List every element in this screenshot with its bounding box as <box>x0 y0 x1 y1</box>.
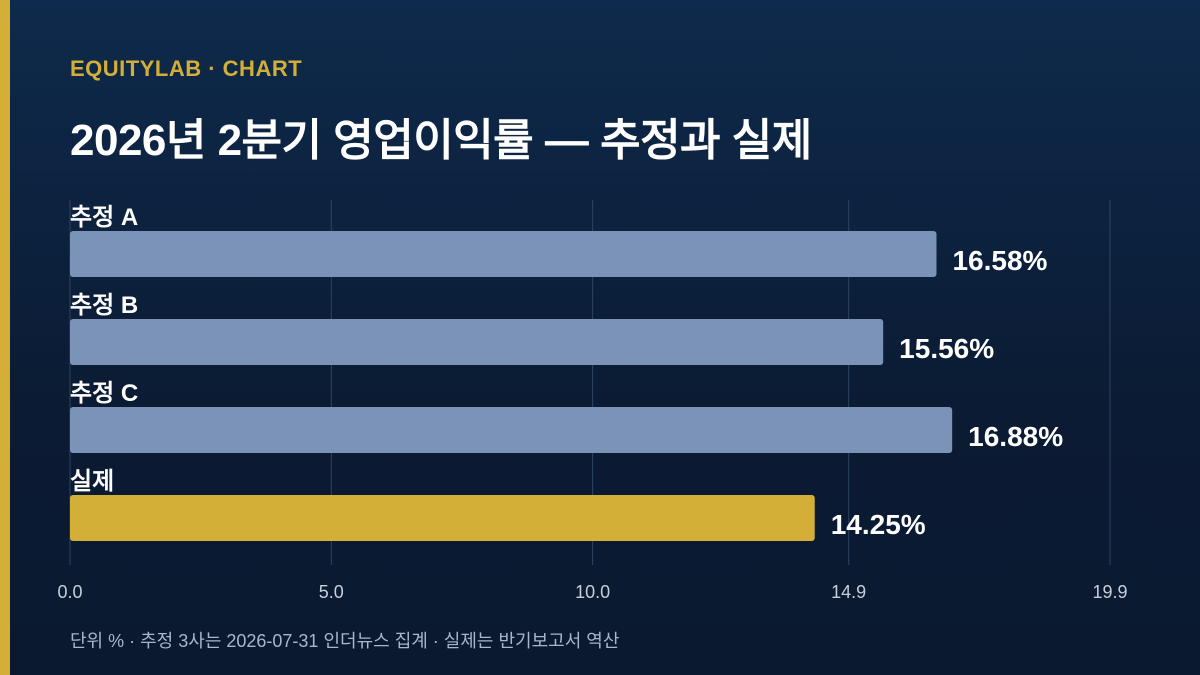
brand-label: EQUITYLAB · CHART <box>70 56 303 81</box>
x-tick-label: 10.0 <box>575 582 610 602</box>
category-label: 실제 <box>70 468 114 495</box>
accent-stripe <box>0 0 10 675</box>
category-label: 추정 A <box>70 204 138 231</box>
category-label: 추정 C <box>70 380 138 407</box>
bar <box>70 231 937 277</box>
data-label: 15.56% <box>899 333 994 364</box>
bar <box>70 319 884 365</box>
bar <box>70 495 815 541</box>
x-tick-label: 5.0 <box>319 582 344 602</box>
x-tick-label: 19.9 <box>1092 582 1127 602</box>
x-tick-label: 14.9 <box>831 582 866 602</box>
data-label: 16.88% <box>968 421 1063 452</box>
chart-title: 2026년 2분기 영업이익률 — 추정과 실제 <box>70 116 812 165</box>
data-label: 14.25% <box>831 509 926 540</box>
bar <box>70 407 953 453</box>
x-tick-label: 0.0 <box>57 582 82 602</box>
category-label: 추정 B <box>70 292 138 319</box>
data-label: 16.58% <box>952 245 1047 276</box>
footnote: 단위 % · 추정 3사는 2026-07-31 인더뉴스 집계 · 실제는 반… <box>70 631 620 651</box>
